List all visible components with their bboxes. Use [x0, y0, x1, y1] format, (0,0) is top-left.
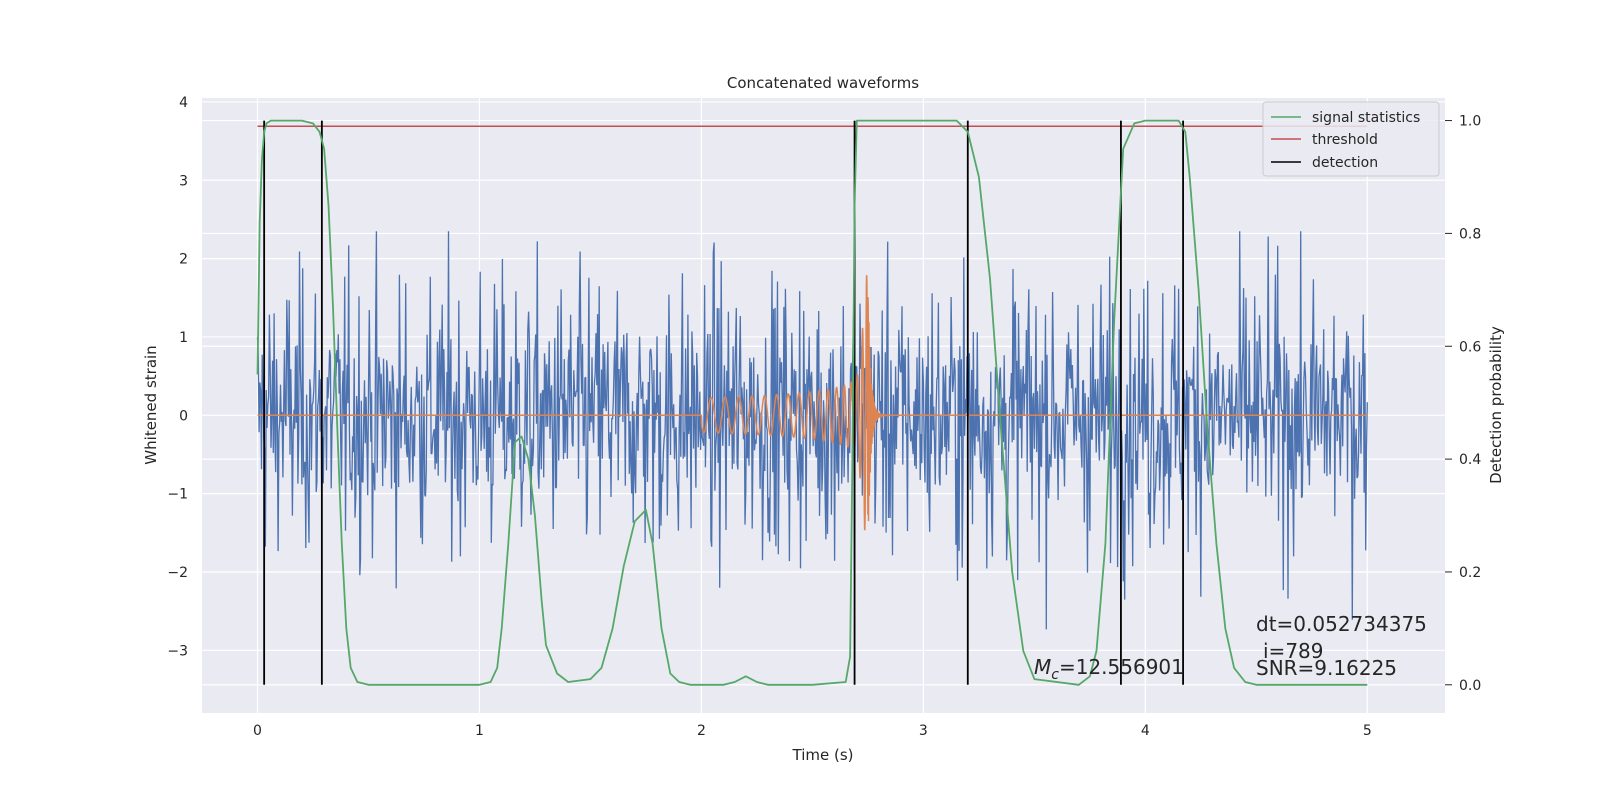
- annotation-snr: SNR=9.16225: [1256, 656, 1397, 680]
- y-tick-label: −3: [167, 643, 188, 659]
- legend-label-signal-statistics: signal statistics: [1312, 110, 1420, 126]
- y-tick-label: 3: [179, 173, 188, 189]
- x-tick-label: 3: [919, 723, 928, 739]
- legend-box: [1262, 101, 1440, 177]
- x-tick-label: 1: [475, 723, 484, 739]
- chart-title: Concatenated waveforms: [727, 74, 919, 92]
- annotation-i: i=789: [1263, 639, 1324, 663]
- annotation-mc: Mc=12.556901: [1034, 655, 1184, 683]
- ticks: 0 1 2 3 4 5 −3 −2 −1 0 1 2 3 4 0.0 0.2 0.4 0.6 0.8 1.0: [167, 95, 1481, 739]
- y2-axis-label: Detection probability: [1487, 326, 1505, 484]
- annotation-mc-symbol: M: [1034, 655, 1051, 679]
- y2-tick-label: 0.8: [1459, 226, 1481, 242]
- y2-tick-label: 0.6: [1459, 339, 1481, 355]
- y-tick-label: −2: [167, 565, 188, 581]
- x-tick-label: 2: [697, 723, 706, 739]
- y-tick-label: 4: [179, 95, 188, 111]
- legend-label-detection: detection: [1312, 155, 1378, 171]
- y2-tick-label: 0.0: [1459, 678, 1481, 694]
- legend-label-threshold: threshold: [1312, 132, 1378, 148]
- y2-tick-label: 0.4: [1459, 452, 1481, 468]
- legend: signal statistics threshold detection: [1262, 101, 1440, 177]
- x-tick-label: 0: [253, 723, 262, 739]
- template-line: [257, 275, 1368, 531]
- y-tick-label: 0: [179, 408, 188, 424]
- annotation-dt: dt=0.052734375: [1256, 612, 1427, 636]
- y-tick-label: 2: [179, 252, 188, 268]
- x-tick-label: 4: [1141, 723, 1150, 739]
- signal-statistics-series: [256, 119, 1368, 686]
- annotation-mc-subscript: c: [1051, 667, 1059, 683]
- y2-tick-label: 1.0: [1459, 114, 1481, 130]
- template-series: [257, 275, 1368, 531]
- y-tick-label: −1: [167, 487, 188, 503]
- y-axis-label: Whitened strain: [142, 345, 160, 464]
- y-tick-label: 1: [179, 330, 188, 346]
- x-axis-label: Time (s): [792, 746, 854, 764]
- signal-statistics-line: [256, 119, 1368, 686]
- annotation-mc-value: =12.556901: [1059, 655, 1184, 679]
- x-tick-label: 5: [1363, 723, 1372, 739]
- y2-tick-label: 0.2: [1459, 565, 1481, 581]
